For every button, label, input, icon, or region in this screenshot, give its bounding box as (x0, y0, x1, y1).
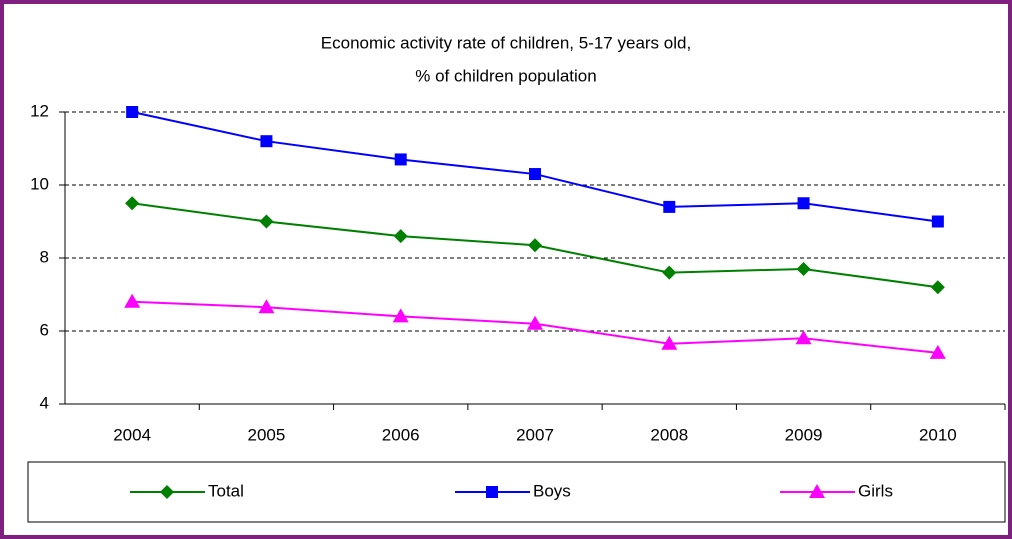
marker (258, 299, 275, 314)
marker (394, 153, 407, 166)
legend-label: Boys (533, 481, 571, 500)
marker (528, 238, 542, 253)
marker (160, 485, 174, 499)
y-tick-label: 10 (30, 174, 49, 193)
marker (662, 265, 677, 280)
y-tick-label: 8 (40, 247, 49, 266)
legend-box (27, 461, 1006, 523)
marker (809, 484, 825, 498)
marker (259, 214, 274, 229)
x-tick-label: 2009 (785, 425, 823, 444)
y-tick-label: 12 (30, 101, 49, 120)
marker (124, 293, 141, 308)
marker (795, 330, 812, 345)
legend-label: Total (208, 481, 244, 500)
marker (796, 261, 811, 276)
marker (929, 344, 946, 359)
marker (663, 200, 676, 213)
marker (529, 168, 541, 181)
x-tick-label: 2006 (382, 425, 420, 444)
chart-title: % of children population (415, 66, 596, 85)
legend-label: Girls (858, 481, 893, 500)
marker (393, 229, 408, 244)
marker (930, 280, 945, 295)
x-tick-label: 2004 (113, 425, 151, 444)
marker (527, 315, 543, 330)
marker (661, 335, 678, 350)
marker (392, 308, 409, 323)
x-tick-label: 2005 (248, 425, 286, 444)
y-tick-label: 6 (40, 320, 49, 339)
marker (797, 197, 810, 210)
marker (260, 135, 273, 148)
x-tick-label: 2007 (516, 425, 554, 444)
marker (486, 486, 498, 498)
marker (125, 196, 140, 211)
y-tick-label: 4 (40, 393, 49, 412)
x-tick-label: 2010 (919, 425, 957, 444)
marker (931, 215, 944, 228)
chart-title: Economic activity rate of children, 5-17… (321, 33, 691, 52)
x-tick-label: 2008 (650, 425, 688, 444)
marker (126, 106, 139, 118)
